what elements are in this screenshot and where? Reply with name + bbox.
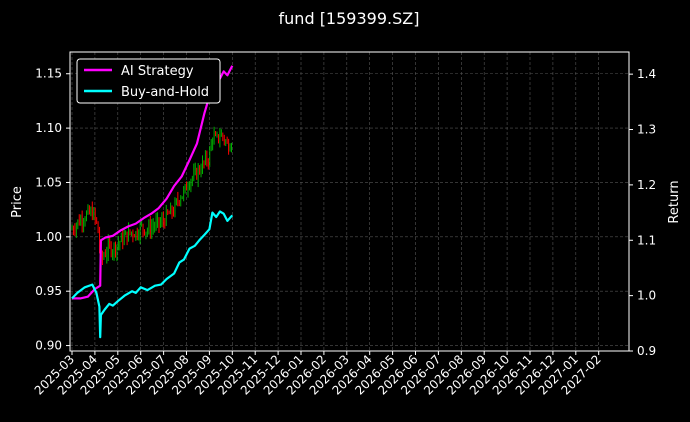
candle-layer bbox=[71, 126, 232, 266]
y-tick-label-right: 1.2 bbox=[637, 178, 656, 192]
y-tick-label-right: 0.9 bbox=[637, 344, 656, 358]
y-tick-label-left: 1.10 bbox=[35, 121, 62, 135]
grid-layer bbox=[70, 52, 629, 351]
legend-label-buy-and-hold: Buy-and-Hold bbox=[121, 85, 209, 100]
legend-box bbox=[76, 58, 221, 104]
y-tick-label-left: 1.05 bbox=[35, 175, 62, 189]
y-tick-label-right: 1.1 bbox=[637, 233, 656, 247]
y-tick-label-right: 1.3 bbox=[637, 123, 656, 137]
series-line-buy-and-hold bbox=[71, 210, 234, 339]
y-axis-label-right: Return bbox=[667, 180, 682, 223]
y-tick-label-left: 1.15 bbox=[35, 67, 62, 81]
y-axis-label-left: Price bbox=[10, 186, 25, 218]
legend-label-ai-strategy: AI Strategy bbox=[121, 64, 194, 79]
y-tick-label-right: 1.4 bbox=[637, 67, 656, 81]
y-tick-label-left: 0.90 bbox=[35, 339, 62, 353]
plot-frame bbox=[69, 51, 630, 352]
y-tick-label-right: 1.0 bbox=[637, 289, 656, 303]
y-tick-label-left: 0.95 bbox=[35, 284, 62, 298]
y-tick-label-left: 1.00 bbox=[35, 230, 62, 244]
chart-title: fund [159399.SZ] bbox=[279, 9, 420, 28]
legend: AI Strategy Buy-and-Hold bbox=[76, 58, 221, 104]
